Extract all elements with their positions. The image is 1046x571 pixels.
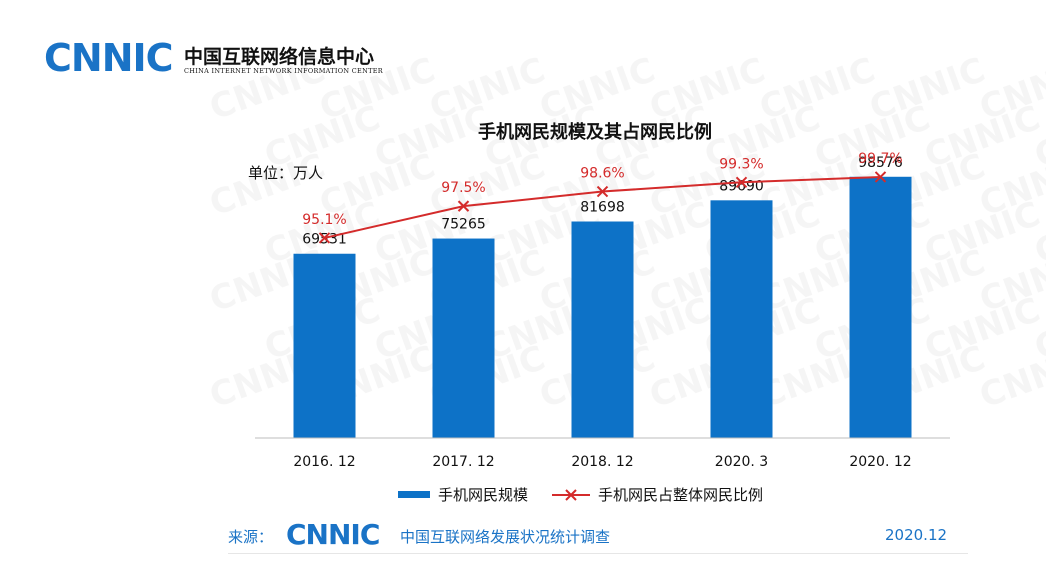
footer-date: 2020.12 [885,526,948,544]
bar-0 [293,253,356,438]
legend: 手机网民规模 手机网民占整体网民比例 [398,486,763,504]
ratio-value-label: 99.3% [719,156,763,172]
source-label: 来源： [228,528,274,546]
unit-label: 单位：万人 [248,164,323,182]
watermark-text: CNNIC [204,50,330,128]
bar-1 [432,238,495,438]
ratio-value-label: 97.5% [441,180,485,196]
x-tick-label: 2020. 3 [715,454,768,470]
ratio-marker [457,200,470,212]
ratio-marker [735,176,748,188]
ratio-value-label: 99.7% [858,151,902,167]
bar-value-label: 75265 [441,217,486,233]
x-tick-label: 2016. 12 [293,454,355,470]
org-name-cn: 中国互联网络信息中心 [184,46,375,68]
legend-bar-label: 手机网民规模 [438,486,528,504]
bar-4 [849,176,912,438]
x-tick-label: 2018. 12 [571,454,633,470]
legend-line-label: 手机网民占整体网民比例 [598,486,763,504]
ratio-value-label: 98.6% [580,166,624,182]
bar-2 [571,221,634,438]
ratio-marker [318,232,331,244]
legend-line-marker [565,489,577,501]
chart-title: 手机网民规模及其占网民比例 [478,121,712,143]
footer-divider [228,553,968,554]
source-title: 中国互联网络发展状况统计调查 [400,528,611,546]
cnnic-logo-mark: CNNIC [44,36,174,80]
ratio-value-label: 95.1% [302,212,346,228]
bar-value-label: 81698 [580,200,625,216]
org-name-en: CHINA INTERNET NETWORK INFORMATION CENTE… [184,67,383,75]
x-tick-label: 2020. 12 [849,454,911,470]
source-logo: CNNIC [286,518,380,551]
legend-bar-swatch [398,491,430,498]
ratio-marker [874,171,887,183]
bar-3 [710,200,773,438]
bar-value-label: 98576 [858,155,903,171]
x-tick-label: 2017. 12 [432,454,494,470]
ratio-marker [596,185,609,198]
